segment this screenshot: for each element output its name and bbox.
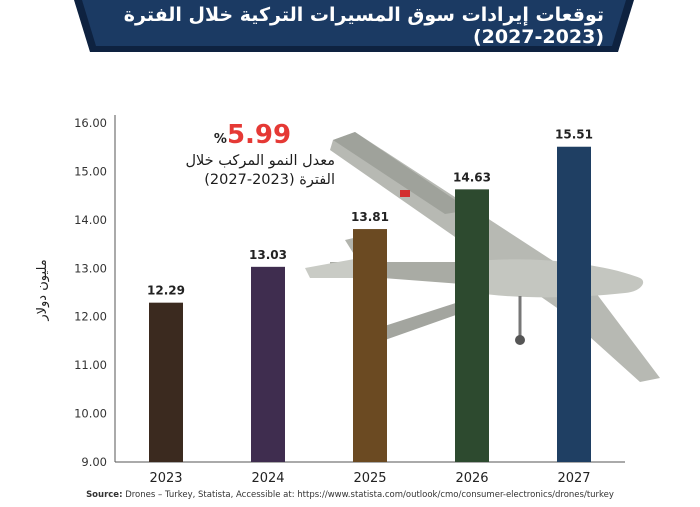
cagr-label-line1: معدل النمو المركب خلال xyxy=(185,153,335,169)
x-tick-label: 2027 xyxy=(557,471,590,486)
y-tick-label: 13.00 xyxy=(74,261,107,275)
title-banner xyxy=(74,0,634,52)
bar-2024 xyxy=(251,266,285,462)
y-tick-label: 16.00 xyxy=(74,116,107,130)
bar-chart: 9.0010.0011.0012.0013.0014.0015.0016.00 … xyxy=(35,115,660,486)
x-tick-label: 2023 xyxy=(149,471,182,486)
x-tick-label: 2026 xyxy=(455,471,488,486)
data-label: 12.29 xyxy=(147,284,185,298)
cagr-callout: %5.99 معدل النمو المركب خلال الفترة (202… xyxy=(140,120,335,190)
cagr-percent-sign: % xyxy=(213,132,227,147)
source-text: Drones – Turkey, Statista, Accessible at… xyxy=(125,490,614,500)
y-tick-label: 9.00 xyxy=(81,455,107,469)
bar-2023 xyxy=(149,302,183,462)
data-label: 13.81 xyxy=(351,210,389,224)
cagr-label-line2: الفترة (2023-2027) xyxy=(204,172,335,188)
x-tick-label: 2024 xyxy=(251,471,284,486)
data-label: 13.03 xyxy=(249,248,287,262)
chart-title: توقعات إيرادات سوق المسيرات التركية خلال… xyxy=(123,4,604,48)
cagr-value: 5.99 xyxy=(226,120,292,150)
bar-2027 xyxy=(557,146,591,463)
y-tick-label: 12.00 xyxy=(74,310,107,324)
data-label: 15.51 xyxy=(555,128,593,142)
y-tick-label: 14.00 xyxy=(74,213,107,227)
y-axis-label: مليون دولار xyxy=(35,259,50,321)
source-prefix: Source: xyxy=(86,490,123,500)
y-tick-label: 10.00 xyxy=(74,407,107,421)
source-note: Source: Drones – Turkey, Statista, Acces… xyxy=(0,490,700,500)
bar-2025 xyxy=(353,229,387,462)
data-label: 14.63 xyxy=(453,170,491,184)
bar-2026 xyxy=(455,189,489,462)
y-tick-label: 11.00 xyxy=(74,358,107,372)
x-tick-label: 2025 xyxy=(353,471,386,486)
y-tick-label: 15.00 xyxy=(74,164,107,178)
